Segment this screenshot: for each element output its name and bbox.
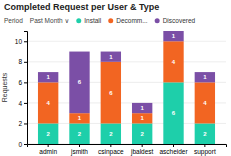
grid-line <box>27 41 226 42</box>
grid-line <box>27 61 226 62</box>
bar <box>163 31 183 41</box>
axis-line <box>24 32 28 145</box>
data-label: 4 <box>172 59 176 65</box>
tick-label: csinpace <box>98 148 124 156</box>
data-label: 2 <box>78 131 82 137</box>
tick: ascheider <box>159 144 188 155</box>
bar <box>195 123 215 144</box>
header: Period Past Month ∨ Install Decomm... Discov… <box>4 17 196 24</box>
plot-area: admin jsmith csinpace jbaldest ascheider supp… <box>15 31 227 156</box>
tick: jbaldest <box>130 144 154 156</box>
tick-label: 2 <box>18 120 22 127</box>
tick-label: 10 <box>15 38 23 45</box>
tick: 2 <box>18 120 27 127</box>
bar <box>195 82 215 123</box>
tick: jsmith <box>70 144 88 156</box>
y-axis: 0 2 4 6 8 10 <box>15 32 28 148</box>
tick-mark <box>142 144 143 147</box>
data-label: 1 <box>140 115 144 121</box>
x-axis: admin jsmith csinpace jbaldest ascheider supp… <box>28 144 227 156</box>
tick: 10 <box>15 38 27 45</box>
legend-label: Decomm... <box>116 17 148 24</box>
grid <box>27 41 226 144</box>
legend-label: Discovered <box>163 17 196 24</box>
tick-label: 8 <box>18 58 22 65</box>
legend-marker <box>108 18 113 23</box>
bar <box>69 52 89 114</box>
tick: support <box>194 144 216 156</box>
tick-label: admin <box>39 148 57 155</box>
bar <box>163 41 183 82</box>
legend-item: Install <box>76 17 102 24</box>
data-label: 6 <box>172 110 176 116</box>
legend-item: Discovered <box>155 17 196 24</box>
bar <box>132 103 152 113</box>
legend-label: Install <box>84 17 102 24</box>
bar <box>69 113 89 123</box>
series <box>38 31 215 113</box>
legend-item: Decomm... <box>108 17 148 24</box>
tick-label: ascheider <box>159 148 188 155</box>
bar <box>132 123 152 144</box>
tick: 6 <box>18 79 27 86</box>
tick: admin <box>39 144 57 155</box>
data-label: 1 <box>109 54 113 60</box>
data-label: 4 <box>203 100 207 106</box>
bar <box>132 113 152 123</box>
data-label: 1 <box>78 115 82 121</box>
series <box>38 41 215 123</box>
tick-label: jbaldest <box>130 148 154 156</box>
tick-label: 4 <box>18 99 22 106</box>
legend-marker <box>155 18 160 23</box>
legend-marker <box>76 18 81 23</box>
data-label: 2 <box>109 131 113 137</box>
tick-label: jsmith <box>70 148 88 156</box>
tick-mark <box>24 144 27 145</box>
data-label: 1 <box>46 74 50 80</box>
annotation: Period <box>4 17 23 24</box>
y-axis-title: Requests <box>1 72 9 102</box>
data-label: 1 <box>203 74 207 80</box>
tick-mark <box>204 144 205 147</box>
title: Completed Request per User & Type <box>4 2 159 12</box>
bar <box>101 62 121 124</box>
bar <box>195 72 215 82</box>
bar <box>38 123 58 144</box>
bars <box>38 31 215 144</box>
bar <box>163 82 183 144</box>
tick-label: support <box>194 148 216 156</box>
data-label: 2 <box>140 131 144 137</box>
data-label: 1 <box>172 33 176 39</box>
data-label: 2 <box>203 131 207 137</box>
data-labels: 222262416144161111 <box>46 33 207 137</box>
tick-mark <box>24 41 27 42</box>
chart: Completed Request per User & TypePeriodP… <box>0 0 231 156</box>
data-label: 6 <box>109 90 113 96</box>
tick: 0 <box>18 141 27 148</box>
tick-mark <box>48 144 49 147</box>
tick-mark <box>24 123 27 124</box>
tick: csinpace <box>98 144 124 156</box>
tick-mark <box>24 82 27 83</box>
tick-mark <box>110 144 111 147</box>
annotation: Past Month ∨ <box>30 17 69 24</box>
bar <box>101 52 121 62</box>
series <box>38 82 215 144</box>
tick-mark <box>24 103 27 104</box>
data-label: 6 <box>78 79 82 85</box>
tick: 4 <box>18 99 27 106</box>
bar <box>69 123 89 144</box>
tick-mark <box>173 144 174 147</box>
bar <box>101 123 121 144</box>
data-label: 2 <box>46 131 50 137</box>
tick-label: 0 <box>18 141 22 148</box>
bar <box>38 72 58 82</box>
tick: 8 <box>18 58 27 65</box>
data-label: 4 <box>46 100 50 106</box>
tick-label: 6 <box>18 79 22 86</box>
bar <box>38 82 58 123</box>
data-label: 1 <box>140 105 144 111</box>
tick-mark <box>24 62 27 63</box>
tick-mark <box>79 144 80 147</box>
